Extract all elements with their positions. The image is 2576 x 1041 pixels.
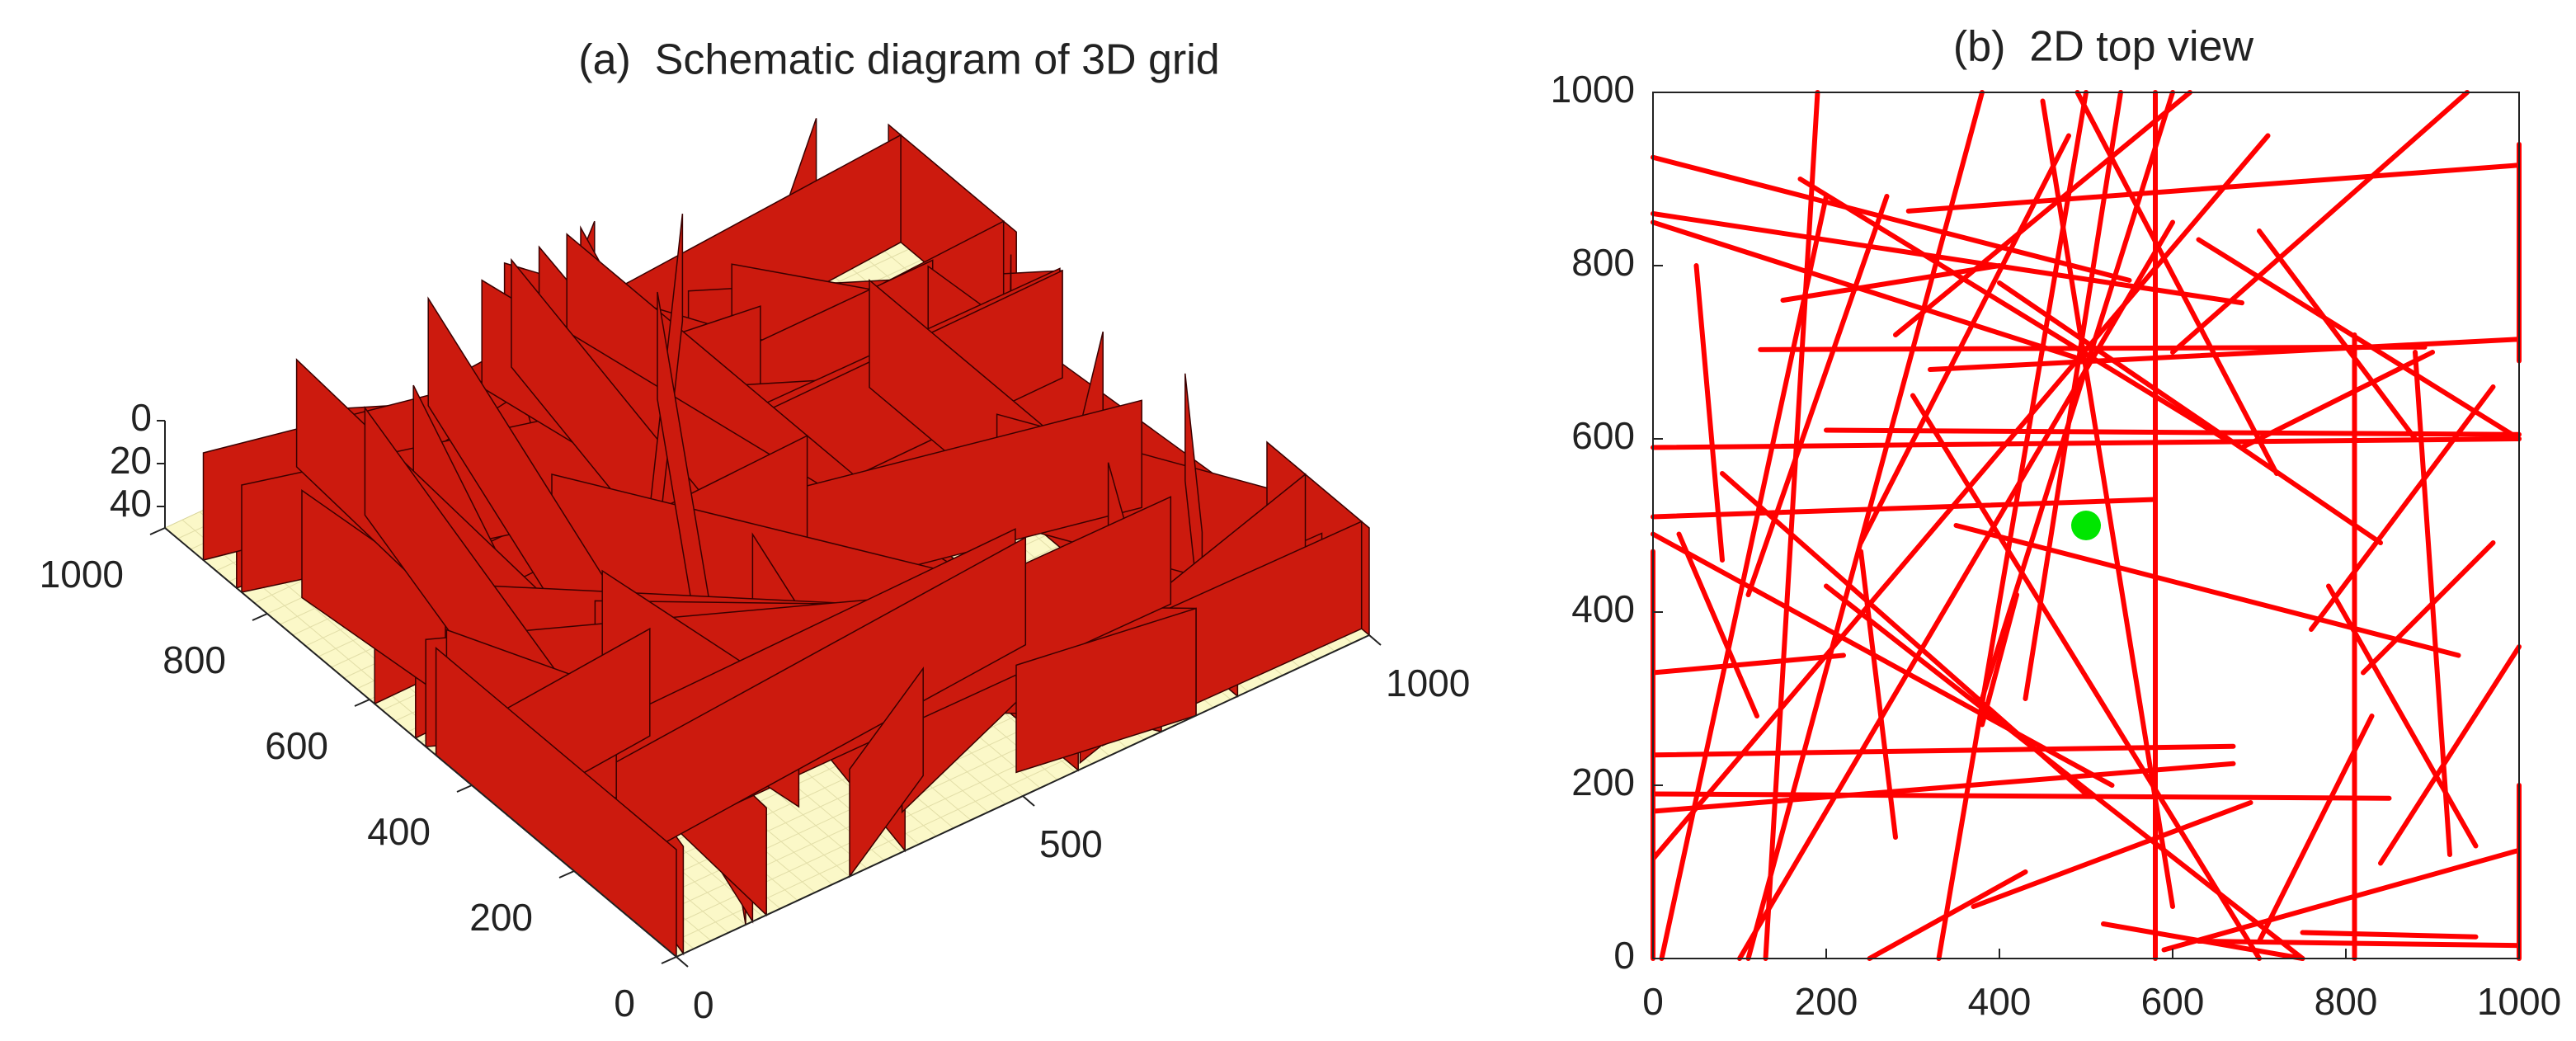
fracture-line [1676, 531, 1759, 718]
fracture-line [2040, 98, 2175, 909]
fracture-line [1797, 177, 2227, 441]
x-tick [1368, 634, 1382, 646]
fracture-line [1980, 592, 2019, 728]
y-tick-label: 800 [1571, 241, 1635, 284]
panel-b-title: (b) 2D top view [1953, 23, 2254, 71]
fracture-line [1858, 549, 1898, 840]
fracture-line [1858, 133, 2071, 545]
fracture-line [1936, 90, 2089, 961]
fracture-line [2257, 228, 2418, 441]
fracture-line [1651, 211, 2244, 306]
y-axis [164, 527, 677, 958]
fracture-line [2101, 921, 2305, 961]
y-tick [558, 870, 575, 878]
y-tick-label: 1000 [1551, 68, 1635, 111]
fracture-line [1651, 791, 2392, 801]
fracture-line [2361, 540, 2496, 676]
fracture-line [1745, 90, 1985, 961]
plot-frame [1652, 92, 2520, 959]
fracture-line [1651, 436, 2522, 450]
y-tick [149, 527, 166, 535]
z-tick-label: 40 [110, 482, 152, 525]
fracture-line [1893, 90, 2192, 337]
fracture-line [2196, 939, 2522, 949]
fracture-line [1997, 280, 2383, 545]
y-tick-label: 600 [1571, 414, 1635, 457]
fracture-line [1824, 427, 2522, 437]
fracture-line [1720, 471, 2089, 797]
x-tick-label: 1000 [1386, 662, 1470, 704]
y-tick-label: 800 [162, 638, 226, 681]
x-tick-label: 0 [1642, 980, 1664, 1023]
fracture-line [2257, 714, 2375, 944]
fracture-line [2309, 384, 2496, 632]
fracture-line [1953, 523, 2461, 658]
x-tick-label: 800 [2315, 980, 2378, 1023]
fracture-line [1651, 497, 2158, 520]
fracture-line [1651, 219, 2089, 364]
x-tick [1022, 795, 1035, 807]
y-tick [661, 956, 677, 964]
fracture-line [1737, 219, 2175, 961]
fracture-line [1651, 743, 2236, 758]
fracture-line [2161, 847, 2522, 953]
x-tick-label: 1000 [2477, 980, 2561, 1023]
panel-a-title: (a) Schematic diagram of 3D grid [578, 36, 1219, 84]
y-tick [456, 784, 473, 793]
y-tick-label: 200 [469, 896, 533, 939]
fracture-line [1763, 90, 1820, 961]
point-marker [2071, 511, 2101, 540]
fracture-line [1905, 163, 2522, 214]
y-tick [252, 613, 268, 621]
fracture-line [1659, 194, 1829, 961]
y-tick-label: 200 [1571, 761, 1635, 803]
fracture-line [2074, 90, 2279, 476]
y-tick-label: 600 [265, 724, 328, 767]
fracture-line [2170, 90, 2470, 355]
x-tick-label: 0 [693, 983, 714, 1026]
fracture-line [1651, 761, 2236, 814]
y-tick-label: 1000 [40, 553, 124, 596]
fracture-line [2378, 644, 2522, 866]
fracture-line [1910, 393, 2262, 961]
fracture-line [1971, 800, 2253, 909]
fracture-line [1867, 869, 2028, 961]
fracture-line [1693, 263, 1725, 563]
fracture-line [1651, 531, 2115, 788]
y-tick-label: 0 [614, 982, 635, 1025]
fracture-line [1928, 337, 2522, 372]
fracture-line [2023, 90, 2123, 701]
x-tick [676, 956, 689, 968]
x-tick-label: 600 [2141, 980, 2205, 1023]
fracture-line [2300, 930, 2479, 940]
fracture-line [1651, 652, 1846, 676]
y-tick-label: 400 [1571, 587, 1635, 630]
fracture-line [1745, 194, 1890, 597]
fracture-line [1780, 263, 2002, 303]
fracture-line [2196, 237, 2522, 441]
x-tick-label: 500 [1039, 822, 1103, 865]
x-tick-label: 200 [1795, 980, 1858, 1023]
y-tick-label: 400 [367, 810, 431, 853]
z-tick-label: 0 [130, 396, 152, 439]
fracture-line [1651, 154, 2132, 283]
y-tick-label: 0 [1613, 934, 1635, 977]
y-tick [354, 699, 370, 707]
x-tick-label: 400 [1968, 980, 2032, 1023]
z-tick-label: 20 [110, 439, 152, 482]
fracture-line [2413, 350, 2452, 857]
fracture-line [2239, 350, 2435, 450]
